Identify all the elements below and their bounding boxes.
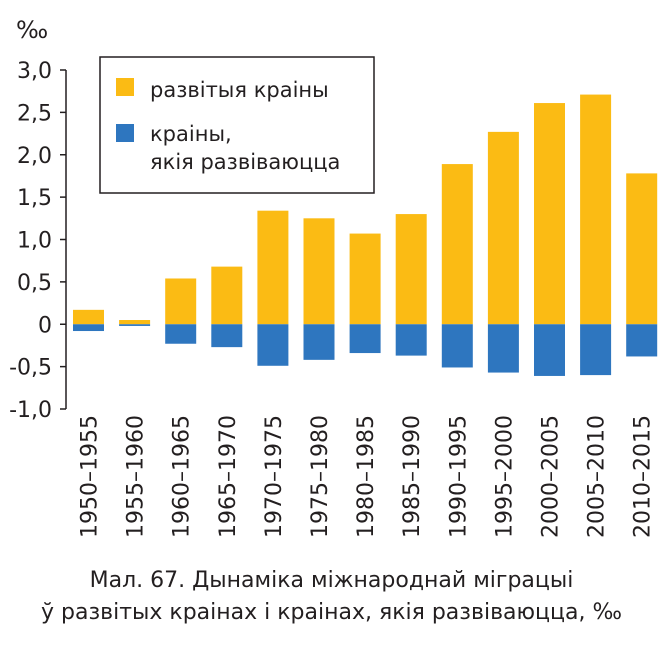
- x-tick-label: 1990–1995: [446, 415, 471, 538]
- bar-developing: [119, 324, 151, 326]
- figure-caption-line2: ў развітых краінах і краінах, якія разві…: [41, 600, 622, 625]
- x-tick-label: 1980–1985: [354, 415, 379, 538]
- bar-developing: [580, 324, 612, 376]
- bar-developed: [257, 210, 289, 325]
- bar-developing: [257, 324, 289, 366]
- x-tick-label: 1960–1965: [170, 415, 195, 538]
- y-tick-label: -0,5: [9, 356, 52, 381]
- bar-developed: [119, 320, 151, 325]
- legend-box: [99, 56, 375, 194]
- x-axis: 1950–1955 1955–1960 1960–1965 1965–1970 1970…: [78, 415, 656, 538]
- x-tick-label: 1965–1970: [216, 415, 241, 538]
- figure-caption-line1: Мал. 67. Дынаміка міжнароднай міграцыі: [89, 568, 574, 593]
- bar-developing: [626, 324, 658, 357]
- bar-developed: [395, 214, 427, 325]
- y-tick-label: 1,0: [17, 229, 52, 254]
- y-tick-label: 0,5: [17, 271, 52, 296]
- bar-developed: [73, 309, 104, 325]
- legend-label-developing-line1: краіны,: [150, 122, 232, 146]
- legend: развітыя краіны краіны, якія развіваюцца: [99, 56, 375, 194]
- legend-swatch-developing: [116, 124, 134, 142]
- legend-label-developing: краіны, якія развіваюцца: [150, 122, 340, 174]
- y-tick-label: 2,5: [17, 101, 52, 126]
- bar-developing: [395, 324, 427, 356]
- y-axis-unit-label: ‰: [16, 16, 48, 44]
- bar-developing: [303, 324, 335, 360]
- y-tick-label: 0: [38, 313, 52, 338]
- x-tick-label: 1970–1975: [262, 415, 287, 538]
- x-tick-label: 1985–1990: [400, 415, 425, 538]
- legend-swatch-developed: [116, 78, 134, 96]
- bar-developed: [165, 278, 197, 325]
- y-axis: 3,0 2,5 2,0 1,5 1,0 0,5 0 -0,5 -1,0: [9, 59, 66, 423]
- bar-developing: [73, 324, 104, 332]
- bar-developing: [211, 324, 243, 348]
- bar-developed: [626, 173, 658, 325]
- x-tick-label: 1975–1980: [308, 415, 333, 538]
- bar-developed: [303, 218, 335, 325]
- x-tick-label: 2010–2015: [631, 415, 656, 538]
- x-tick-label: 2000–2005: [539, 415, 564, 538]
- bars-group: [73, 94, 658, 376]
- y-tick-label: 3,0: [17, 59, 52, 84]
- x-tick-label: 1955–1960: [124, 415, 149, 538]
- x-tick-label: 1995–2000: [492, 415, 517, 538]
- bar-developing: [441, 324, 473, 368]
- bar-developing: [349, 324, 381, 354]
- y-tick-label: 2,0: [17, 144, 52, 169]
- bar-developed: [580, 94, 612, 325]
- bar-developing: [165, 324, 197, 344]
- bar-developed: [534, 103, 565, 325]
- bar-developed: [487, 131, 519, 325]
- y-tick-label: -1,0: [9, 398, 52, 423]
- legend-label-developing-line2: якія развіваюцца: [150, 150, 340, 174]
- bar-developing: [487, 324, 519, 373]
- bar-developing: [534, 324, 565, 376]
- x-tick-label: 1950–1955: [78, 415, 103, 538]
- bar-developed: [349, 233, 381, 325]
- y-tick-label: 1,5: [17, 186, 52, 211]
- x-tick-label: 2005–2010: [585, 415, 610, 538]
- legend-label-developed: развітыя краіны: [150, 78, 329, 102]
- bar-developed: [441, 164, 473, 325]
- bar-developed: [211, 266, 243, 325]
